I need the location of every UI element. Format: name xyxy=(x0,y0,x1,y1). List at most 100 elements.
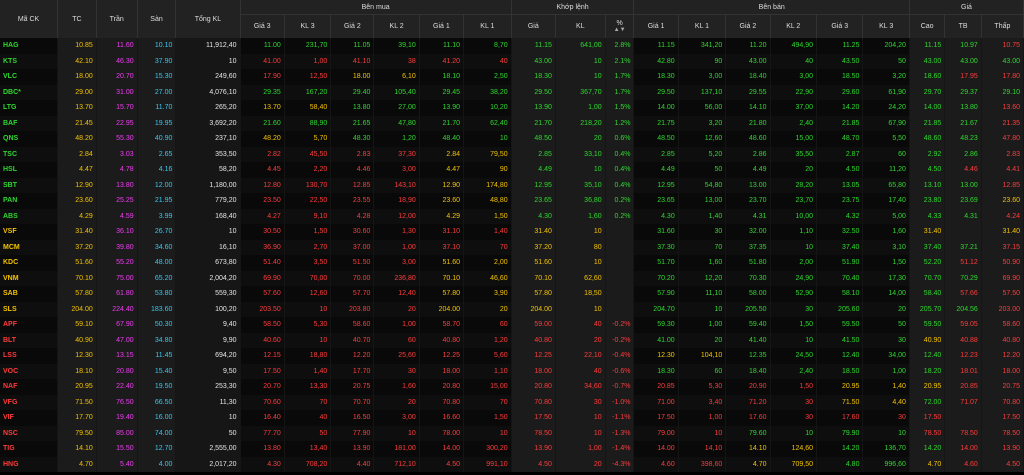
match-vol-cell: 40 xyxy=(555,317,606,333)
col-tc[interactable]: TC xyxy=(57,0,97,38)
low-price-cell: 43.00 xyxy=(981,53,1024,69)
board-row[interactable]: QNS 48.20 55.30 40.90 237,10 48.20 5,70 48.30 1,… xyxy=(0,131,1024,147)
symbol-cell[interactable]: VSF xyxy=(0,224,59,240)
board-row[interactable]: VLC 18.00 20.70 15.30 249,60 17.90 12,50 18.00 6… xyxy=(0,69,1024,85)
symbol-cell[interactable]: NSC xyxy=(0,425,59,441)
col-buy-gia2[interactable]: Giá 2 xyxy=(330,14,375,38)
symbol-cell[interactable]: BAF xyxy=(0,115,59,131)
col-sell-kl2[interactable]: KL 2 xyxy=(770,14,818,38)
symbol-cell[interactable]: MCM xyxy=(0,239,59,255)
board-row[interactable]: ABS 4.29 4.59 3.99 168,40 4.27 9,10 4.28 12,00 4.… xyxy=(0,208,1024,224)
total-volume-cell: 1,180,00 xyxy=(175,177,241,193)
sort-icon[interactable]: ▲▼ xyxy=(613,27,626,33)
col-tb[interactable]: TB xyxy=(944,14,982,38)
bid-vol1-cell: 48,80 xyxy=(463,193,512,209)
board-row[interactable]: APF 59.10 67.90 50.30 9,40 58.50 5,30 58.60 1,00… xyxy=(0,317,1024,333)
col-sell-gia2[interactable]: Giá 2 xyxy=(725,14,771,38)
symbol-cell[interactable]: SLS xyxy=(0,301,59,317)
board-row[interactable]: KTS 42.10 46.30 37.90 10 41.00 1,00 41.10 38 41.2… xyxy=(0,53,1024,69)
board-row[interactable]: TIG 14.10 15.50 12.70 2,555,00 13.80 13,40 13.9… xyxy=(0,441,1024,457)
symbol-cell[interactable]: TIG xyxy=(0,441,59,457)
bid-price1-cell: 40.80 xyxy=(419,332,465,348)
symbol-cell[interactable]: VNM xyxy=(0,270,59,286)
col-match-pct[interactable]: % ▲▼ xyxy=(605,14,635,38)
symbol-cell[interactable]: ABS xyxy=(0,208,59,224)
board-row[interactable]: SBT 12.90 13.80 12.00 1,180,00 12.80 130,70 12.… xyxy=(0,177,1024,193)
col-thap[interactable]: Thấp xyxy=(981,14,1024,38)
board-row[interactable]: MCM 37.20 39.80 34.60 16,10 36.90 2,70 37.00 1,0… xyxy=(0,239,1024,255)
symbol-cell[interactable]: LTG xyxy=(0,100,59,116)
match-vol-cell: 34,60 xyxy=(555,379,606,395)
bid-price3-cell: 13.70 xyxy=(240,100,285,116)
col-tong-kl[interactable]: Tổng KL xyxy=(175,0,241,38)
symbol-cell[interactable]: VLC xyxy=(0,69,59,85)
board-row[interactable]: BLT 40.90 47.00 34.80 9,90 40.60 10 40.70 60 40.8… xyxy=(0,332,1024,348)
symbol-cell[interactable]: VFG xyxy=(0,394,59,410)
board-row[interactable]: VIF 17.70 19.40 16.00 10 16.40 40 16.50 3,00 16.6… xyxy=(0,410,1024,426)
board-row[interactable]: SLS 204.00 224.40 183.60 100,20 203.50 10 203.8… xyxy=(0,301,1024,317)
board-row[interactable]: HAG 10.85 11.60 10.10 11,912,40 11.00 231,70 11… xyxy=(0,38,1024,54)
board-row[interactable]: HSL 4.47 4.78 4.16 58,20 4.45 2,20 4.46 3,00 4.47… xyxy=(0,162,1024,178)
board-row[interactable]: VOC 18.10 20.80 15.40 9,50 17.50 1,40 17.70 30 18… xyxy=(0,363,1024,379)
bid-price3-cell: 29.35 xyxy=(240,84,285,100)
col-sell-kl1[interactable]: KL 1 xyxy=(678,14,727,38)
symbol-cell[interactable]: SBT xyxy=(0,177,59,193)
ref-price-cell: 18.00 xyxy=(57,69,97,85)
col-buy-kl2[interactable]: KL 2 xyxy=(373,14,420,38)
match-price-cell: 204.00 xyxy=(511,301,556,317)
col-match-kl[interactable]: KL xyxy=(555,14,606,38)
board-row[interactable]: TSC 2.84 3.03 2.65 353,50 2.82 45,50 2.83 37,30 2… xyxy=(0,146,1024,162)
board-row[interactable]: LSS 12.30 13.15 11.45 694,20 12.15 18,80 12.20 2… xyxy=(0,348,1024,364)
col-sell-gia1[interactable]: Giá 1 xyxy=(633,14,679,38)
symbol-cell[interactable]: PAN xyxy=(0,193,59,209)
col-ma-ck[interactable]: Mã CK xyxy=(0,0,59,38)
symbol-cell[interactable]: KTS xyxy=(0,53,59,69)
board-row[interactable]: VSF 31.40 36.10 26.70 10 30.50 1,50 30.60 1,30 31… xyxy=(0,224,1024,240)
board-row[interactable]: HNG 4.70 5.40 4.00 2,017,20 4.30 708,20 4.40 712… xyxy=(0,456,1024,472)
col-tran[interactable]: Trần xyxy=(96,0,138,38)
board-row[interactable]: SAB 57.80 61.80 53.80 559,30 57.60 12,60 57.70 1… xyxy=(0,286,1024,302)
symbol-cell[interactable]: TSC xyxy=(0,146,59,162)
symbol-cell[interactable]: NAF xyxy=(0,379,59,395)
board-row[interactable]: VFG 71.50 76.50 66.50 11,30 70.60 70 70.70 20 70.… xyxy=(0,394,1024,410)
col-buy-kl3[interactable]: KL 3 xyxy=(284,14,332,38)
board-row[interactable]: BAF 21.45 22.95 19.95 3,692,20 21.60 88,90 21.6… xyxy=(0,115,1024,131)
high-price-cell: 20.95 xyxy=(909,379,946,395)
col-san[interactable]: Sàn xyxy=(137,0,177,38)
symbol-cell[interactable]: APF xyxy=(0,317,59,333)
board-row[interactable]: NSC 79.50 85.00 74.00 50 77.70 50 77.90 10 78.00 1… xyxy=(0,425,1024,441)
symbol-cell[interactable]: HSL xyxy=(0,162,59,178)
symbol-cell[interactable]: HAG xyxy=(0,38,59,54)
col-cao[interactable]: Cao xyxy=(909,14,946,38)
symbol-cell[interactable]: VIF xyxy=(0,410,59,426)
col-buy-gia1[interactable]: Giá 1 xyxy=(419,14,465,38)
col-match-gia[interactable]: Giá xyxy=(511,14,556,38)
ask-price2-cell: 20.90 xyxy=(725,379,771,395)
col-sell-kl3[interactable]: KL 3 xyxy=(862,14,910,38)
symbol-cell[interactable]: KDC xyxy=(0,255,59,271)
board-row[interactable]: VNM 70.10 75.00 65.20 2,004,20 69.90 70,00 70.0… xyxy=(0,270,1024,286)
ask-price1-cell: 12.95 xyxy=(633,177,679,193)
ask-vol1-cell: 14,10 xyxy=(678,441,727,457)
symbol-cell[interactable]: BLT xyxy=(0,332,59,348)
ceiling-price-cell: 47.00 xyxy=(96,332,138,348)
symbol-cell[interactable]: SAB xyxy=(0,286,59,302)
col-buy-gia3[interactable]: Giá 3 xyxy=(240,14,285,38)
ask-price3-cell: 18.50 xyxy=(816,363,864,379)
board-row[interactable]: LTG 13.70 15.70 11.70 265,20 13.70 58,40 13.80 2… xyxy=(0,100,1024,116)
ask-vol3-cell: 30 xyxy=(862,410,910,426)
symbol-cell[interactable]: DBC* xyxy=(0,84,59,100)
symbol-cell[interactable]: HNG xyxy=(0,456,59,472)
board-row[interactable]: PAN 23.60 25.25 21.95 779,20 23.50 22,50 23.55 1… xyxy=(0,193,1024,209)
board-row[interactable]: DBC* 29.00 31.00 27.00 4,076,10 29.35 167,20 29… xyxy=(0,84,1024,100)
symbol-cell[interactable]: QNS xyxy=(0,131,59,147)
symbol-cell[interactable]: LSS xyxy=(0,348,59,364)
total-volume-cell: 58,20 xyxy=(175,162,241,178)
ref-price-cell: 31.40 xyxy=(57,224,97,240)
symbol-cell[interactable]: VOC xyxy=(0,363,59,379)
col-buy-kl1[interactable]: KL 1 xyxy=(463,14,512,38)
board-row[interactable]: KDC 51.60 55.20 48.00 673,80 51.40 3,50 51.50 3,… xyxy=(0,255,1024,271)
col-sell-gia3[interactable]: Giá 3 xyxy=(816,14,864,38)
total-volume-cell: 50 xyxy=(175,425,241,441)
board-row[interactable]: NAF 20.95 22.40 19.50 253,30 20.70 13,30 20.75 1… xyxy=(0,379,1024,395)
